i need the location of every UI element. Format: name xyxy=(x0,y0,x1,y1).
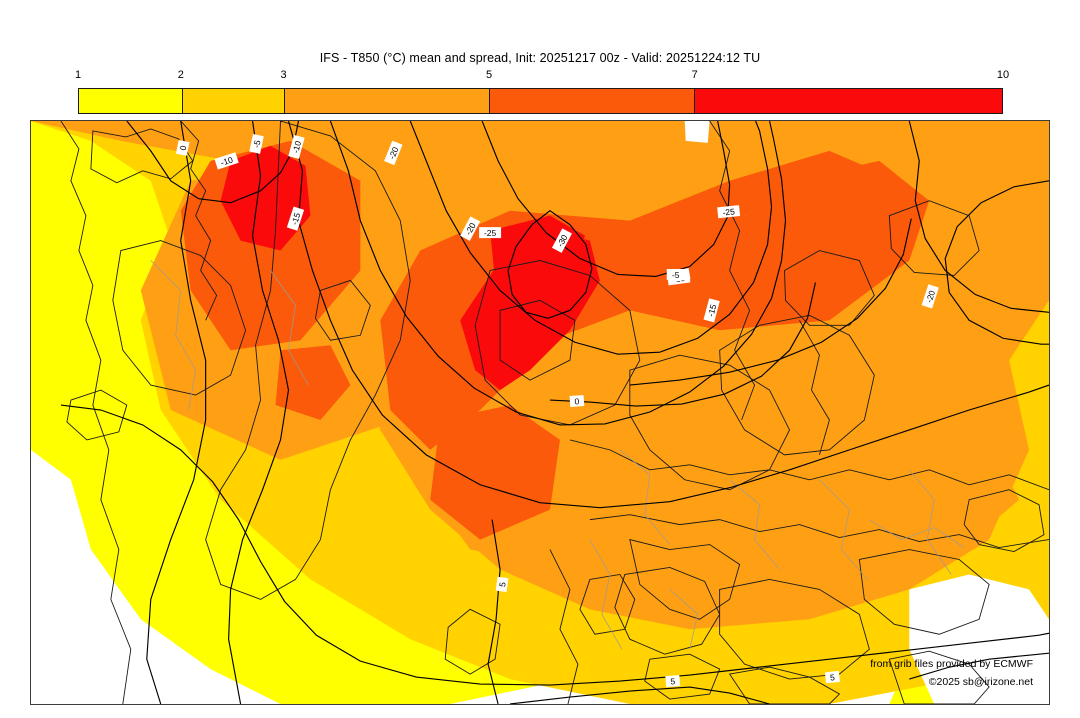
isotherm-contours xyxy=(60,121,1049,704)
contour-m5b xyxy=(629,218,912,386)
colorbar-tick-5: 5 xyxy=(486,69,493,81)
svg-text:0: 0 xyxy=(574,396,580,406)
contour-m20b xyxy=(908,121,1049,313)
contour-m10 xyxy=(287,121,1049,509)
contour-5c xyxy=(909,652,1049,680)
contour-0 xyxy=(146,121,207,704)
colorbar-tick-1: 1 xyxy=(74,69,82,81)
svg-text:5: 5 xyxy=(670,676,676,686)
svg-text:-5: -5 xyxy=(251,139,262,149)
colorbar-segment-1-2 xyxy=(79,89,182,113)
colorbar: 1 2 3 5 7 10 xyxy=(75,69,1009,114)
coastlines xyxy=(60,121,1049,704)
page-title: IFS - T850 (°C) mean and spread, Init: 2… xyxy=(319,51,761,65)
svg-text:-5: -5 xyxy=(672,270,680,280)
contour-5b xyxy=(509,686,770,704)
colorbar-tick-3: 3 xyxy=(280,69,287,81)
svg-text:5: 5 xyxy=(497,581,508,587)
below-threshold-sw xyxy=(31,449,281,704)
colorbar-tick-10: 10 xyxy=(996,69,1010,81)
weather-map: 0 -5 -10 -10 -15 -20 -20 -15 -20 -25 -25… xyxy=(30,120,1050,705)
spread-band-3e xyxy=(729,380,1020,560)
contour-labels: 0 -5 -10 -10 -15 -20 -20 -15 -20 -25 -25… xyxy=(175,134,939,688)
data-source-credit: from grib files provided by ECMWF xyxy=(870,658,1033,670)
contour-m10b xyxy=(126,121,300,204)
copyright-credit: ©2025 sb@irizone.net xyxy=(928,676,1033,688)
svg-text:0: 0 xyxy=(178,144,189,151)
svg-text:-15: -15 xyxy=(289,211,302,226)
contour-m15 xyxy=(329,121,787,426)
contour-m25 xyxy=(481,121,731,278)
colorbar-tick-2: 2 xyxy=(177,69,184,81)
colorbar-segment-5-7 xyxy=(489,89,695,113)
svg-text:-25: -25 xyxy=(484,228,497,238)
contour-0b xyxy=(60,404,1049,686)
map-svg: 0 -5 -10 -10 -15 -20 -20 -15 -20 -25 -25… xyxy=(31,121,1049,704)
colorbar-segment-2-3 xyxy=(181,89,285,113)
spread-band-5c xyxy=(430,405,560,540)
colorbar-segment-7-10 xyxy=(694,89,1002,113)
contour-m5 xyxy=(228,121,290,704)
colorbar-gradient xyxy=(78,88,1003,114)
svg-text:-15: -15 xyxy=(706,303,719,318)
svg-text:-20: -20 xyxy=(387,145,401,160)
svg-text:-10: -10 xyxy=(290,140,303,155)
colorbar-tick-7: 7 xyxy=(691,69,698,81)
svg-text:5: 5 xyxy=(830,672,836,682)
contour-5 xyxy=(487,519,501,704)
below-threshold-se xyxy=(909,574,1049,704)
contour-0c xyxy=(549,282,817,407)
below-threshold-top xyxy=(684,121,710,143)
contour-m25b xyxy=(944,180,1049,345)
svg-text:-25: -25 xyxy=(722,206,736,217)
contour-m20 xyxy=(409,121,773,355)
colorbar-segment-3-5 xyxy=(284,89,490,113)
svg-text:-10: -10 xyxy=(219,154,234,167)
spread-band-5e xyxy=(779,160,930,281)
contour-m30 xyxy=(507,209,593,319)
spread-band-5d xyxy=(275,345,351,420)
svg-text:-20: -20 xyxy=(924,289,937,304)
political-borders xyxy=(150,260,965,650)
